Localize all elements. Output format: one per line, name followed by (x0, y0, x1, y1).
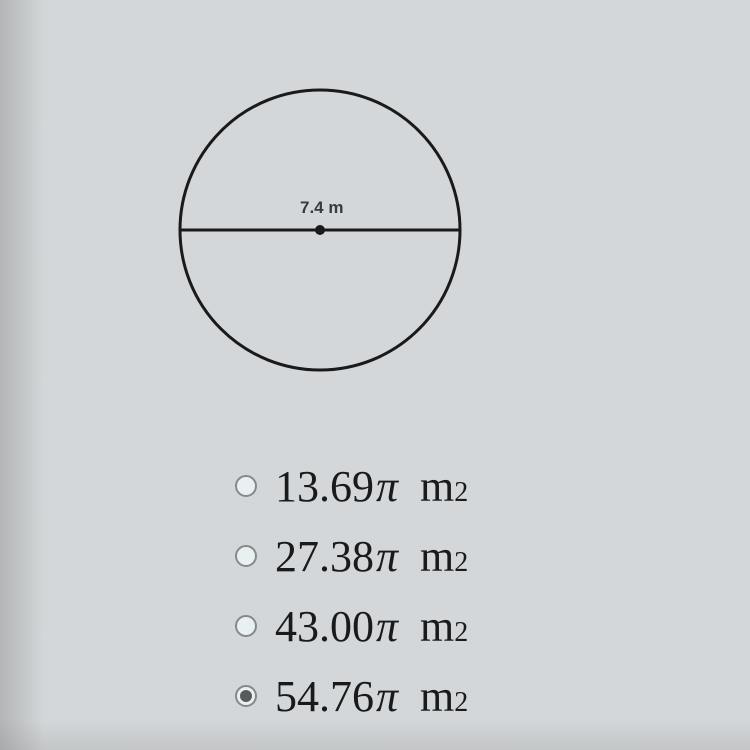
answer-option-b[interactable]: 27.38πm2 (235, 525, 468, 587)
answer-option-a[interactable]: 13.69πm2 (235, 455, 468, 517)
radio-button[interactable] (235, 475, 257, 497)
answer-text: 43.00πm2 (275, 601, 468, 652)
radio-button[interactable] (235, 615, 257, 637)
answer-text: 54.76πm2 (275, 671, 468, 722)
radio-button-selected[interactable] (235, 685, 257, 707)
answers-container: 13.69πm2 27.38πm2 43.00πm2 54.76πm2 (235, 455, 468, 735)
answer-text: 27.38πm2 (275, 531, 468, 582)
circle-svg (175, 85, 465, 375)
circle-diagram: 7.4 m (175, 85, 465, 375)
diameter-label: 7.4 m (300, 198, 343, 218)
answer-option-c[interactable]: 43.00πm2 (235, 595, 468, 657)
answer-option-d[interactable]: 54.76πm2 (235, 665, 468, 727)
radio-button[interactable] (235, 545, 257, 567)
answer-text: 13.69πm2 (275, 461, 468, 512)
center-dot (315, 225, 325, 235)
